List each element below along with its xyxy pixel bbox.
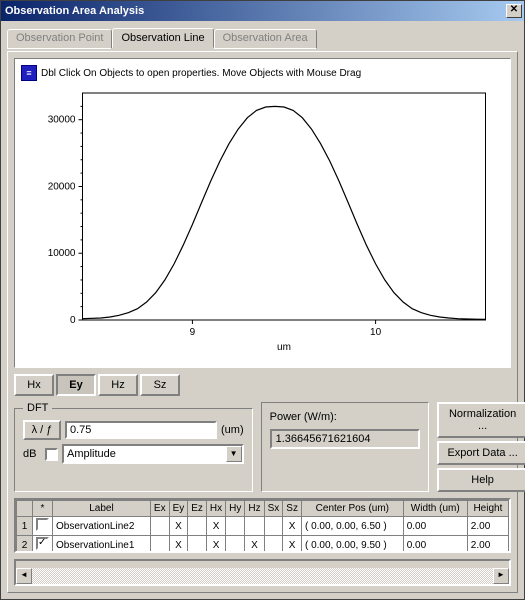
- mid-row: DFT λ / ƒ (um) dB Amplitude ▼: [14, 402, 511, 492]
- lambda-label: λ / ƒ: [23, 420, 61, 440]
- row-sz: X: [283, 517, 302, 536]
- table-header[interactable]: Ey: [169, 501, 188, 517]
- scroll-right-icon[interactable]: ►: [493, 568, 509, 584]
- power-box: Power (W/m): 1.36645671621604: [261, 402, 429, 492]
- row-hz: X: [245, 536, 264, 554]
- row-sx: [264, 517, 283, 536]
- chart-hint-row: ≡ Dbl Click On Objects to open propertie…: [19, 63, 502, 83]
- table-header[interactable]: Ex: [150, 501, 169, 517]
- table-header[interactable]: Ez: [188, 501, 207, 517]
- row-hy: [226, 536, 245, 554]
- table-header[interactable]: Height: [467, 501, 508, 517]
- titlebar: Observation Area Analysis ✕: [1, 1, 524, 21]
- row-hx: X: [206, 536, 225, 554]
- channel-button-row: Hx Ey Hz Sz: [14, 374, 511, 396]
- channel-ey-button[interactable]: Ey: [56, 374, 96, 396]
- regular-cell: 2.00: [467, 517, 508, 536]
- close-icon[interactable]: ✕: [506, 4, 522, 18]
- tab-observation-area[interactable]: Observation Area: [214, 29, 317, 49]
- row-ez: [188, 517, 207, 536]
- row-select-checkbox[interactable]: [33, 517, 53, 536]
- db-row: dB Amplitude ▼: [23, 444, 244, 464]
- tab-strip: Observation Point Observation Line Obser…: [7, 28, 518, 48]
- dft-legend: DFT: [23, 402, 52, 414]
- table-row[interactable]: 1ObservationLine2XXX( 0.00, 0.00, 6.50 )…: [17, 517, 509, 536]
- chart-hint-text: Dbl Click On Objects to open properties.…: [41, 68, 361, 79]
- row-label: ObservationLine2: [53, 517, 151, 536]
- row-index: 1: [17, 517, 33, 536]
- normalization-button[interactable]: Normalization ...: [437, 402, 525, 438]
- regular-cell: 0.00: [403, 517, 467, 536]
- lambda-input[interactable]: [65, 421, 217, 439]
- channel-sz-button[interactable]: Sz: [140, 374, 180, 396]
- row-sx: [264, 536, 283, 554]
- lambda-unit: (um): [221, 424, 244, 436]
- table-header[interactable]: [17, 501, 33, 517]
- table-header[interactable]: Label: [53, 501, 151, 517]
- tab-observation-line[interactable]: Observation Line: [112, 28, 213, 48]
- chart-area[interactable]: 0 10000 20000 30000 9 10 um: [19, 83, 502, 358]
- scroll-area: ◄ ►: [14, 559, 511, 586]
- svg-text:um: um: [277, 342, 291, 353]
- scroll-track[interactable]: [32, 568, 493, 584]
- row-hx: X: [206, 517, 225, 536]
- svg-text:20000: 20000: [48, 181, 76, 192]
- row-index: 2: [17, 536, 33, 554]
- row-hy: [226, 517, 245, 536]
- scroll-left-icon[interactable]: ◄: [16, 568, 32, 584]
- regular-cell: 2.00: [467, 536, 508, 554]
- dft-group: DFT λ / ƒ (um) dB Amplitude ▼: [14, 402, 253, 492]
- table-header[interactable]: Hz: [245, 501, 264, 517]
- mode-select[interactable]: Amplitude ▼: [62, 444, 244, 464]
- row-ey: X: [169, 517, 188, 536]
- svg-text:0: 0: [70, 315, 76, 326]
- data-table: *LabelExEyEzHxHyHzSxSzCenter Pos (um)Wid…: [16, 500, 509, 553]
- table-header[interactable]: Hx: [206, 501, 225, 517]
- db-label: dB: [23, 448, 41, 460]
- mode-select-value: Amplitude: [67, 448, 116, 460]
- chart-svg: 0 10000 20000 30000 9 10 um: [19, 83, 502, 358]
- table-header[interactable]: Center Pos (um): [301, 501, 403, 517]
- power-label: Power (W/m):: [270, 411, 420, 423]
- row-ex: [150, 536, 169, 554]
- lambda-row: λ / ƒ (um): [23, 420, 244, 440]
- window-title: Observation Area Analysis: [5, 5, 506, 17]
- row-hz: [245, 517, 264, 536]
- horizontal-scrollbar[interactable]: ◄ ►: [16, 568, 509, 584]
- chevron-down-icon: ▼: [226, 446, 242, 462]
- row-center: ( 0.00, 0.00, 9.50 ): [301, 536, 403, 554]
- svg-text:30000: 30000: [48, 115, 76, 126]
- row-ey: X: [169, 536, 188, 554]
- data-grid[interactable]: *LabelExEyEzHxHyHzSxSzCenter Pos (um)Wid…: [14, 498, 511, 553]
- row-select-checkbox[interactable]: [33, 536, 53, 554]
- svg-text:10000: 10000: [48, 248, 76, 259]
- chart-frame: ≡ Dbl Click On Objects to open propertie…: [14, 58, 511, 368]
- db-checkbox[interactable]: [45, 448, 58, 461]
- row-label: ObservationLine1: [53, 536, 151, 554]
- chart-hint-icon: ≡: [21, 65, 37, 81]
- window: Observation Area Analysis ✕ Observation …: [0, 0, 525, 600]
- row-sz: X: [283, 536, 302, 554]
- regular-cell: 0.00: [403, 536, 467, 554]
- window-content: Observation Point Observation Line Obser…: [1, 21, 524, 599]
- table-header[interactable]: Hy: [226, 501, 245, 517]
- export-data-button[interactable]: Export Data ...: [437, 441, 525, 465]
- channel-hx-button[interactable]: Hx: [14, 374, 54, 396]
- table-header[interactable]: Width (um): [403, 501, 467, 517]
- table-header[interactable]: Sx: [264, 501, 283, 517]
- row-ez: [188, 536, 207, 554]
- power-readout: 1.36645671621604: [270, 429, 420, 449]
- channel-hz-button[interactable]: Hz: [98, 374, 138, 396]
- right-button-column: Normalization ... Export Data ... Help: [437, 402, 525, 492]
- tab-observation-point[interactable]: Observation Point: [7, 29, 112, 49]
- row-ex: [150, 517, 169, 536]
- tab-panel: ≡ Dbl Click On Objects to open propertie…: [7, 51, 518, 593]
- table-row[interactable]: 2ObservationLine1XXXX( 0.00, 0.00, 9.50 …: [17, 536, 509, 554]
- help-button[interactable]: Help: [437, 468, 525, 492]
- svg-text:9: 9: [190, 327, 196, 338]
- table-header[interactable]: *: [33, 501, 53, 517]
- row-center: ( 0.00, 0.00, 6.50 ): [301, 517, 403, 536]
- table-header[interactable]: Sz: [283, 501, 302, 517]
- svg-text:10: 10: [370, 327, 382, 338]
